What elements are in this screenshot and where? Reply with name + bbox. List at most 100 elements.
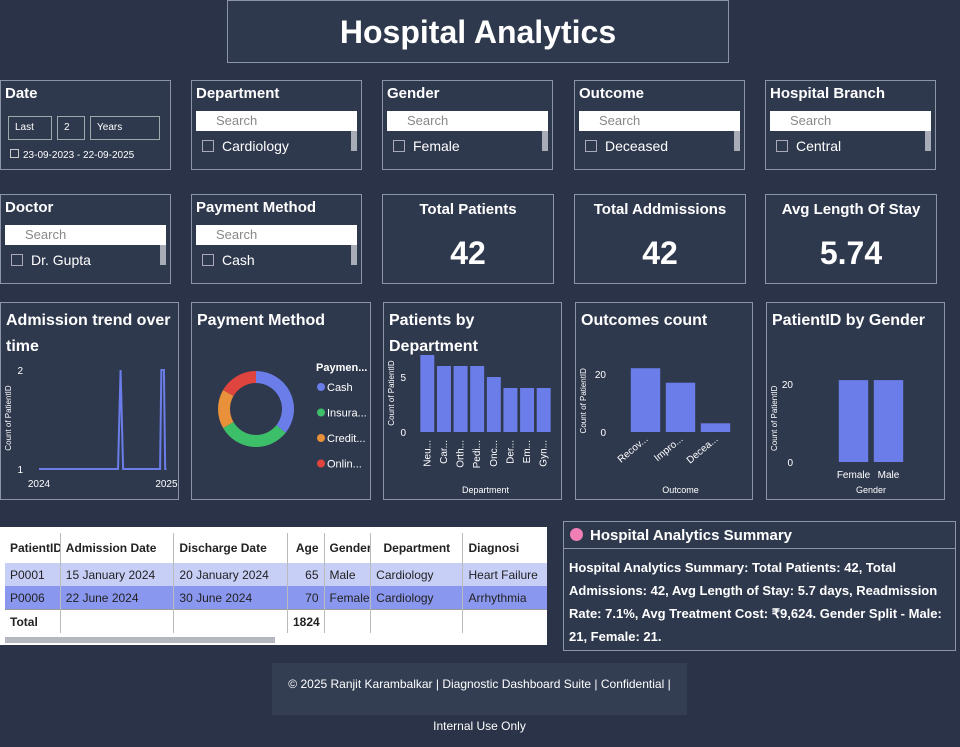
- chart-title: Admission trend over time: [6, 312, 171, 355]
- slicer-label: Department: [196, 85, 280, 102]
- summary-text: Hospital Analytics Summary: Total Patien…: [569, 560, 942, 644]
- slicer-option[interactable]: Cash: [202, 252, 255, 268]
- x-tick-label: Onc...: [489, 440, 500, 467]
- summary-divider: [564, 548, 955, 549]
- bar: [503, 388, 518, 432]
- slicer-option[interactable]: Female: [393, 138, 460, 154]
- unit-dropdown[interactable]: Years: [90, 116, 160, 140]
- legend-swatch: [317, 434, 325, 442]
- chart-panel: Payment Method Cash Insura... Credit... Onli…: [191, 302, 371, 500]
- scrollbar: [160, 245, 166, 265]
- table-cell: 65: [287, 563, 325, 586]
- column-header: Admission Date: [60, 533, 175, 563]
- x-tick-label: 2024: [28, 479, 51, 490]
- scrollbar: [734, 131, 740, 151]
- bar: [453, 366, 468, 432]
- slicer-option[interactable]: Dr. Gupta: [11, 252, 91, 268]
- x-tick-label: Gyn...: [539, 440, 550, 467]
- legend-label: Onlin...: [327, 459, 362, 471]
- table-cell: 22 June 2024: [60, 586, 175, 610]
- column-header: Discharge Date: [173, 533, 288, 563]
- kpi-label: Total Patients: [419, 201, 517, 218]
- table-cell: 15 January 2024: [60, 563, 175, 586]
- x-tick-label: Impro...: [652, 434, 685, 464]
- search-box[interactable]: Search: [196, 111, 357, 131]
- search-box[interactable]: Search: [5, 225, 166, 245]
- total-cell: 1824: [287, 609, 325, 633]
- range-text: 23-09-2023 - 22-09-2025: [23, 150, 135, 161]
- dashboard: Hospital Analytics Date Last 2 Years 23-…: [0, 0, 960, 720]
- table-cell: 20 January 2024: [173, 563, 288, 586]
- line: [39, 369, 167, 470]
- chart-title: PatientID by Gender: [772, 312, 925, 329]
- total-cell: [462, 609, 547, 633]
- bar: [470, 366, 485, 432]
- x-tick-label: Female: [837, 470, 871, 481]
- pie-slice: [223, 371, 256, 396]
- total-cell: [370, 609, 464, 633]
- total-cell: Total: [5, 609, 61, 633]
- slicer-label: Outcome: [579, 85, 645, 102]
- count-input[interactable]: 2: [57, 116, 85, 140]
- filter-label: Date: [5, 85, 38, 102]
- slicer-label: Payment Method: [196, 199, 317, 216]
- chart-panel: Patients by Department 0 5 Neu... Car... Orth…: [383, 302, 562, 500]
- data-table: PatientID Admission Date Discharge Date Age…: [5, 533, 547, 633]
- table-cell: Heart Failure: [462, 563, 547, 586]
- slicer-option[interactable]: Cardiology: [202, 138, 289, 154]
- legend-label: Cash: [327, 382, 353, 394]
- y-tick-label: 5: [400, 373, 406, 384]
- bar: [536, 388, 551, 432]
- search-box[interactable]: Search: [196, 225, 357, 245]
- table-row[interactable]: P0001 15 January 2024 20 January 2024 65 Mal…: [5, 563, 547, 586]
- total-row: Total 1824: [5, 609, 547, 633]
- total-cell: [173, 609, 288, 633]
- table-cell: 70: [287, 586, 325, 610]
- chart-title: Payment Method: [197, 312, 326, 329]
- slicer-label: Gender: [387, 85, 440, 102]
- table-row[interactable]: P0006 22 June 2024 30 June 2024 70 Female Car…: [5, 586, 547, 610]
- scrollbar: [351, 131, 357, 151]
- chart-panel: PatientID by Gender 0 20 Female Male Gender Co…: [766, 302, 945, 500]
- kpi-value: 5.74: [819, 235, 883, 271]
- search-box[interactable]: Search: [579, 111, 740, 131]
- table-cell: P0006: [5, 586, 61, 610]
- date-range: 23-09-2023 - 22-09-2025: [10, 149, 134, 161]
- legend-swatch: [317, 459, 325, 468]
- search-box[interactable]: Search: [387, 111, 548, 131]
- chart-title: Outcomes count: [581, 312, 708, 329]
- summary-icon: [570, 528, 583, 541]
- x-axis-title: Gender: [856, 485, 886, 495]
- slicer: Doctor Search Dr. Gupta: [0, 194, 171, 284]
- bar: [486, 377, 501, 432]
- kpi-card: Avg Length Of Stay 5.74: [765, 194, 937, 284]
- total-cell: [60, 609, 175, 633]
- y-axis-title: Count of PatientID: [770, 385, 779, 451]
- y-tick-label: 1: [17, 465, 23, 476]
- date-filter: Date: [0, 80, 171, 170]
- y-tick-label: 20: [782, 380, 794, 391]
- x-tick-label: Male: [878, 470, 900, 481]
- total-cell: [324, 609, 372, 633]
- x-tick-label: 2025: [155, 479, 178, 490]
- bar: [520, 388, 535, 432]
- slicer: Outcome Search Deceased: [574, 80, 745, 170]
- column-header: Gender: [324, 533, 372, 563]
- period-dropdown[interactable]: Last: [8, 116, 52, 140]
- table-cell: Male: [324, 563, 372, 586]
- slicer: Hospital Branch Search Central: [765, 80, 936, 170]
- x-tick-label: Em...: [522, 440, 533, 463]
- search-box[interactable]: Search: [770, 111, 931, 131]
- table-cell: Arrhythmia: [462, 586, 547, 610]
- column-header: Age: [287, 533, 325, 563]
- table-cell: Female: [324, 586, 372, 610]
- y-tick-label: 2: [17, 366, 23, 377]
- slicer-option[interactable]: Deceased: [585, 138, 668, 154]
- chart-panel: Outcomes count 0 20 Recov... Impro... Decea..…: [575, 302, 753, 500]
- slicer-option[interactable]: Central: [776, 138, 841, 154]
- kpi-label: Total Addmissions: [593, 201, 727, 218]
- x-tick-label: Pedi...: [472, 440, 483, 468]
- legend-label: Credit...: [327, 433, 366, 445]
- scrollbar: [925, 131, 931, 151]
- header-row: PatientID Admission Date Discharge Date Age…: [5, 533, 547, 563]
